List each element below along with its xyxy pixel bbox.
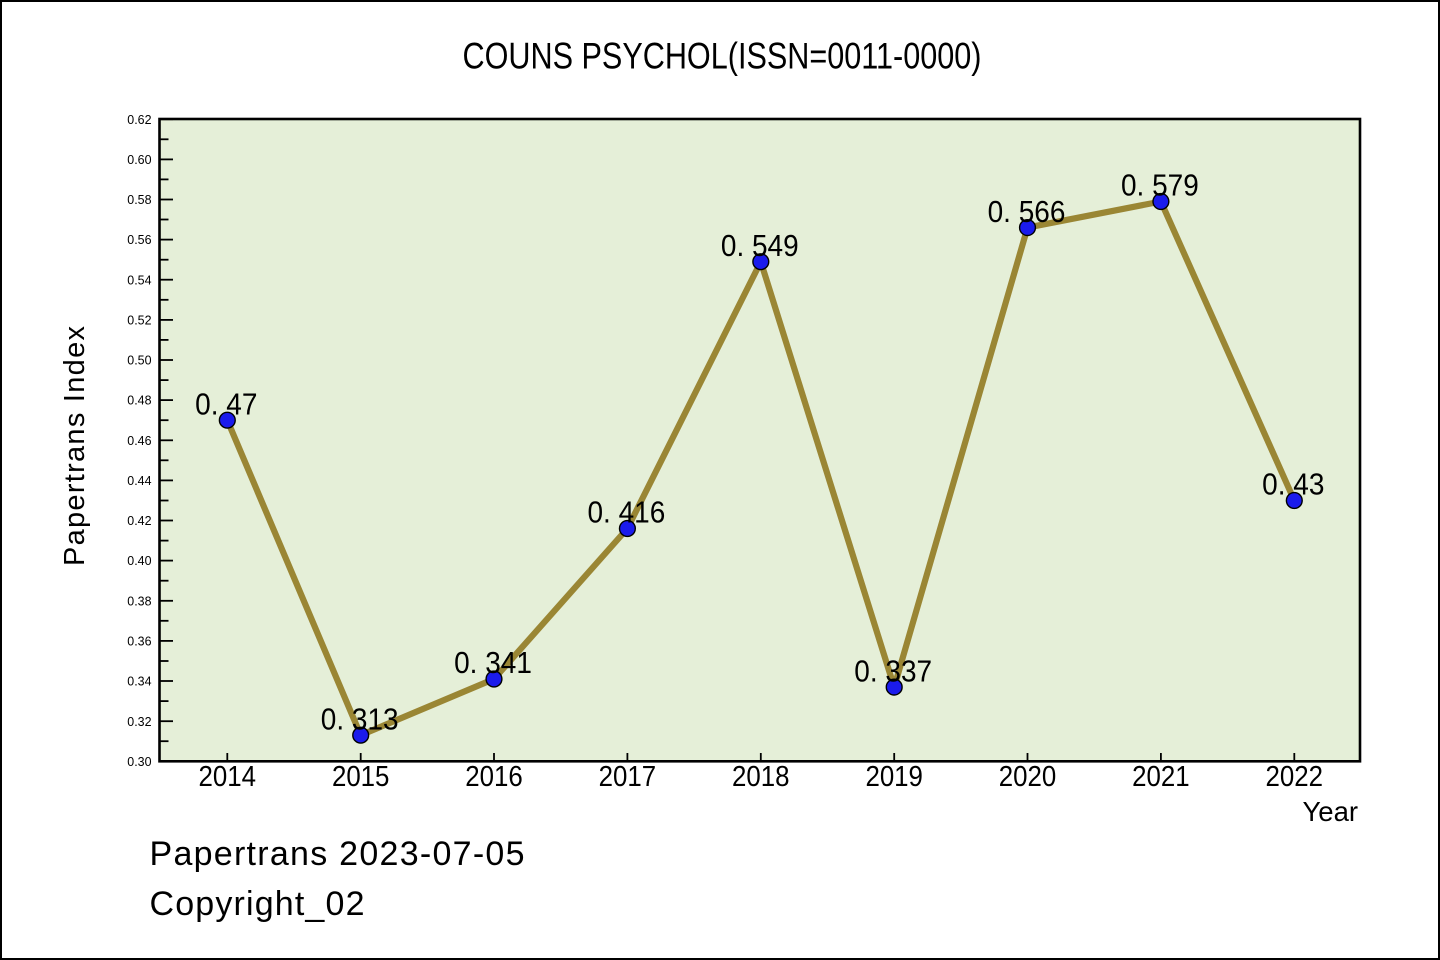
svg-text:2022: 2022 xyxy=(1266,761,1324,793)
svg-text:0.50: 0.50 xyxy=(127,353,151,368)
svg-text:0.42: 0.42 xyxy=(127,513,151,528)
svg-text:0.52: 0.52 xyxy=(127,313,151,328)
svg-text:0.56: 0.56 xyxy=(127,232,151,247)
svg-text:Papertrans 2023-07-05: Papertrans 2023-07-05 xyxy=(150,835,525,873)
svg-text:2018: 2018 xyxy=(732,761,790,793)
svg-text:0. 341: 0. 341 xyxy=(454,645,532,680)
svg-text:0. 566: 0. 566 xyxy=(988,194,1066,229)
svg-text:2016: 2016 xyxy=(465,761,523,793)
svg-text:2014: 2014 xyxy=(199,761,257,793)
svg-text:0.36: 0.36 xyxy=(127,634,151,649)
svg-text:0.58: 0.58 xyxy=(127,192,151,207)
svg-text:2021: 2021 xyxy=(1132,761,1190,793)
svg-text:0. 43: 0. 43 xyxy=(1262,467,1324,502)
svg-text:0. 337: 0. 337 xyxy=(854,653,932,688)
svg-text:Copyright_02: Copyright_02 xyxy=(150,885,365,923)
svg-text:0.44: 0.44 xyxy=(127,473,151,488)
svg-text:0.38: 0.38 xyxy=(127,593,151,608)
svg-text:2019: 2019 xyxy=(865,761,923,793)
svg-text:0. 549: 0. 549 xyxy=(721,228,799,263)
svg-text:0. 313: 0. 313 xyxy=(321,701,399,736)
svg-text:0.40: 0.40 xyxy=(127,553,151,568)
svg-text:Year: Year xyxy=(1303,796,1359,827)
svg-text:0.32: 0.32 xyxy=(127,714,151,729)
svg-text:COUNS PSYCHOL(ISSN=0011-0000): COUNS PSYCHOL(ISSN=0011-0000) xyxy=(463,36,982,77)
svg-text:0.30: 0.30 xyxy=(127,754,151,769)
svg-text:0. 47: 0. 47 xyxy=(195,386,257,421)
svg-text:0.34: 0.34 xyxy=(127,674,151,689)
svg-text:0.54: 0.54 xyxy=(127,272,151,287)
svg-text:2015: 2015 xyxy=(332,761,390,793)
svg-text:0.48: 0.48 xyxy=(127,393,151,408)
svg-text:2017: 2017 xyxy=(599,761,657,793)
svg-text:0.62: 0.62 xyxy=(127,112,151,127)
svg-text:2020: 2020 xyxy=(999,761,1057,793)
svg-text:0.46: 0.46 xyxy=(127,433,151,448)
svg-text:0. 416: 0. 416 xyxy=(588,495,666,530)
svg-text:0. 579: 0. 579 xyxy=(1121,168,1199,203)
svg-text:0.60: 0.60 xyxy=(127,152,151,167)
